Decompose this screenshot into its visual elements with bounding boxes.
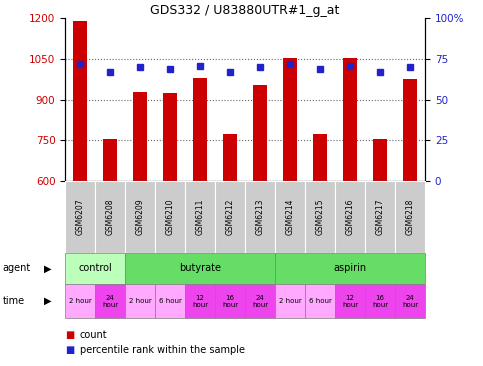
Text: agent: agent — [2, 263, 30, 273]
Text: butyrate: butyrate — [179, 263, 221, 273]
Bar — [275, 253, 425, 284]
Bar — [73, 21, 87, 181]
Bar — [95, 181, 125, 253]
Bar — [365, 284, 395, 318]
Bar — [395, 284, 425, 318]
Text: GSM6216: GSM6216 — [345, 199, 355, 235]
Bar — [313, 134, 327, 181]
Text: GSM6218: GSM6218 — [406, 199, 414, 235]
Text: GSM6214: GSM6214 — [285, 199, 295, 235]
Bar — [65, 253, 125, 284]
Bar — [125, 284, 155, 318]
Text: 24
hour: 24 hour — [102, 295, 118, 307]
Text: ■: ■ — [65, 344, 74, 355]
Bar — [185, 181, 215, 253]
Text: GSM6217: GSM6217 — [376, 199, 384, 235]
Bar — [365, 181, 395, 253]
Text: time: time — [2, 296, 25, 306]
Bar — [275, 284, 305, 318]
Bar — [65, 181, 95, 253]
Bar — [245, 284, 275, 318]
Text: GSM6210: GSM6210 — [166, 199, 175, 235]
Text: 6 hour: 6 hour — [309, 298, 331, 304]
Bar — [185, 284, 215, 318]
Text: GSM6209: GSM6209 — [136, 198, 145, 235]
Bar — [163, 93, 177, 181]
Bar — [305, 284, 335, 318]
Text: GSM6213: GSM6213 — [256, 199, 265, 235]
Text: ▶: ▶ — [43, 263, 51, 273]
Bar — [193, 78, 207, 181]
Text: 6 hour: 6 hour — [159, 298, 182, 304]
Bar — [305, 181, 335, 253]
Bar — [335, 181, 365, 253]
Bar — [215, 181, 245, 253]
Text: 2 hour: 2 hour — [279, 298, 301, 304]
Bar — [125, 181, 155, 253]
Text: ▶: ▶ — [43, 296, 51, 306]
Text: percentile rank within the sample: percentile rank within the sample — [80, 344, 245, 355]
Bar — [223, 134, 237, 181]
Text: aspirin: aspirin — [334, 263, 367, 273]
Text: 24
hour: 24 hour — [252, 295, 268, 307]
Bar — [403, 79, 417, 181]
Text: 12
hour: 12 hour — [192, 295, 208, 307]
Bar — [335, 284, 365, 318]
Text: GSM6208: GSM6208 — [106, 199, 114, 235]
Bar — [373, 139, 387, 181]
Text: count: count — [80, 330, 107, 340]
Title: GDS332 / U83880UTR#1_g_at: GDS332 / U83880UTR#1_g_at — [150, 4, 340, 17]
Text: 2 hour: 2 hour — [129, 298, 152, 304]
Bar — [155, 181, 185, 253]
Text: GSM6215: GSM6215 — [315, 199, 325, 235]
Text: GSM6207: GSM6207 — [76, 198, 85, 235]
Bar — [95, 284, 125, 318]
Text: 2 hour: 2 hour — [69, 298, 92, 304]
Text: 16
hour: 16 hour — [222, 295, 238, 307]
Bar — [65, 284, 95, 318]
Bar — [245, 181, 275, 253]
Bar — [395, 181, 425, 253]
Text: GSM6211: GSM6211 — [196, 199, 205, 235]
Bar — [155, 284, 185, 318]
Bar — [125, 253, 275, 284]
Text: 24
hour: 24 hour — [402, 295, 418, 307]
Text: ■: ■ — [65, 330, 74, 340]
Bar — [254, 85, 267, 181]
Bar — [275, 181, 305, 253]
Text: GSM6212: GSM6212 — [226, 199, 235, 235]
Bar — [103, 139, 117, 181]
Text: 16
hour: 16 hour — [372, 295, 388, 307]
Text: control: control — [78, 263, 112, 273]
Bar — [133, 92, 147, 181]
Bar — [343, 58, 357, 181]
Text: 12
hour: 12 hour — [342, 295, 358, 307]
Bar — [284, 58, 297, 181]
Bar — [215, 284, 245, 318]
